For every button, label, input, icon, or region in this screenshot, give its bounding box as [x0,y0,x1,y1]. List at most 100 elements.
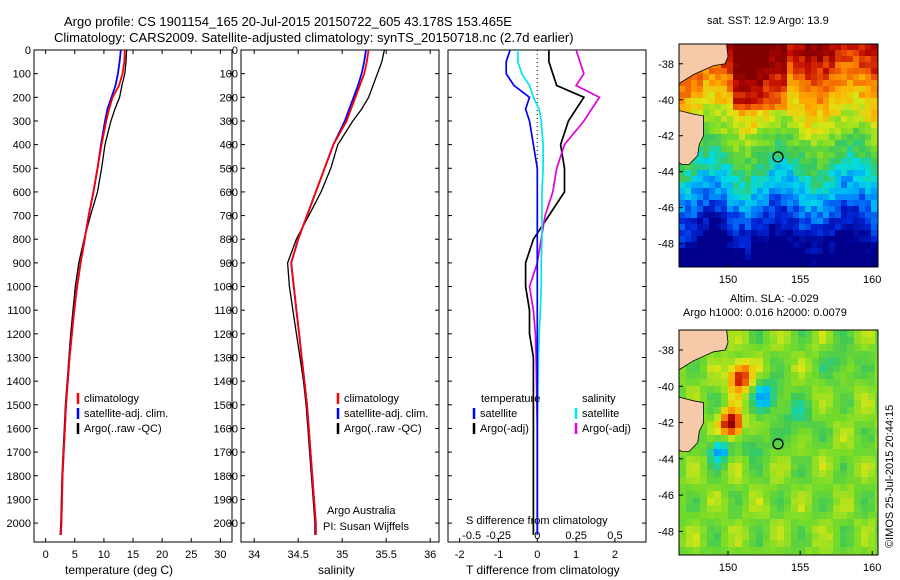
map-cell [812,330,820,338]
map-cell [763,330,771,338]
map-cell [679,379,687,387]
map-cell [861,421,869,429]
map-cell [861,393,869,401]
map-cell [847,170,854,177]
map-cell [798,330,806,338]
map-cell [823,260,830,267]
map-cell [871,152,878,159]
map-cell [721,170,728,177]
map-cell [721,236,728,243]
map-cell [775,206,782,213]
map-cell [781,224,788,231]
map-cell [865,86,872,93]
lat-tick-label: -38 [658,345,674,357]
map-cell [777,505,785,513]
x-tick-label: 20 [156,549,168,561]
map-cell [703,164,710,171]
map-cell [703,242,710,249]
map-cell [868,428,876,436]
map-cell [686,484,694,492]
map-cell [819,526,827,534]
map-cell [865,206,872,213]
map-cell [703,212,710,219]
map-cell [727,44,734,51]
map-cell [721,200,728,207]
map-cell [709,122,716,129]
map-cell [859,170,866,177]
map-cell [756,491,764,499]
map-cell [833,351,841,359]
map-cell [835,110,842,117]
map-cell [721,152,728,159]
map-cell [714,435,722,443]
map-cell [728,421,736,429]
map-cell [868,533,876,541]
map-cell [817,230,824,237]
map-cell [868,519,876,527]
map-cell [727,176,734,183]
map-cell [799,62,806,69]
map-cell [763,344,771,352]
map-cell [728,484,736,492]
argo-position-marker [772,151,784,163]
map-cell [751,122,758,129]
map-cell [833,470,841,478]
map-cell [728,491,736,499]
map-cell [798,393,806,401]
map-cell [859,236,866,243]
map-cell [733,254,740,261]
map-cell [826,351,834,359]
map-cell [751,170,758,177]
map-cell [763,386,771,394]
map-cell [763,182,770,189]
map-cell [745,74,752,81]
map-cell [763,533,771,541]
map-cell [798,379,806,387]
map-cell [709,68,716,75]
map-cell [833,344,841,352]
map-cell [791,491,799,499]
map-cell [793,242,800,249]
map-cell [739,98,746,105]
map-cell [775,224,782,231]
map-cell [871,188,878,195]
map-cell [757,164,764,171]
depth-tick-label: 800 [220,234,238,246]
map-cell [819,505,827,513]
map-cell [685,176,692,183]
map-cell [715,200,722,207]
map-cell [787,98,794,105]
map-cell [847,176,854,183]
map-cell [871,68,878,75]
map-cell [835,62,842,69]
map-cell [853,188,860,195]
map-cell [787,200,794,207]
map-cell [749,463,757,471]
map-cell [733,218,740,225]
map-cell [691,218,698,225]
map-cell [707,498,715,506]
map-cell [679,470,687,478]
map-cell [871,236,878,243]
map-cell [745,110,752,117]
map-cell [745,152,752,159]
map-cell [781,176,788,183]
map-cell [686,512,694,520]
map-cell [823,44,830,51]
lat-tick-label: -42 [658,131,674,143]
map-cell [865,110,872,117]
map-cell [868,393,876,401]
map-cell [745,254,752,261]
map-cell [770,484,778,492]
map-cell [865,56,872,63]
map-cell [751,104,758,111]
map-cell [770,379,778,387]
map-cell [749,379,757,387]
map-cell [841,206,848,213]
map-cell [735,400,743,408]
map-cell [742,456,750,464]
legend-label: climatology [344,393,400,405]
map-cell [733,146,740,153]
map-cell [871,260,878,267]
map-cell [817,176,824,183]
